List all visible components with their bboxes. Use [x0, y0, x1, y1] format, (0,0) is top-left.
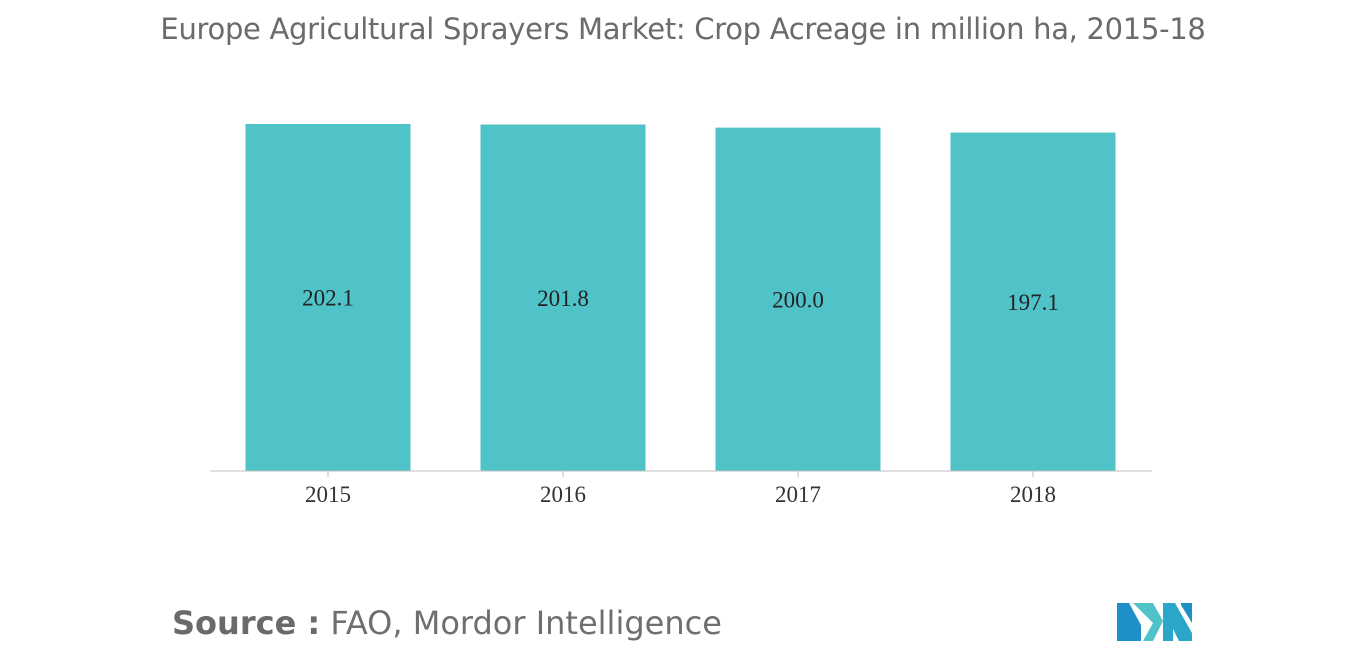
x-tick-label-2018: 2018 [1010, 482, 1056, 507]
source-text: FAO, Mordor Intelligence [330, 604, 722, 642]
logo-shape-mid [1133, 603, 1163, 641]
bar-chart: 202.1 201.8 200.0 197.1 2015 2016 2017 2018 [210, 124, 1152, 507]
x-tick-label-2017: 2017 [775, 482, 821, 507]
data-labels-group: 202.1 201.8 200.0 197.1 [302, 286, 1059, 315]
logo-shape-left [1117, 603, 1141, 641]
logo-shape-right [1163, 603, 1192, 641]
logo-shape-right-bar [1181, 603, 1192, 623]
data-label-2018: 197.1 [1007, 290, 1059, 315]
data-label-2017: 200.0 [772, 287, 824, 312]
source-label: Source : [172, 604, 321, 642]
x-tick-label-2016: 2016 [540, 482, 586, 507]
data-label-2016: 201.8 [537, 286, 589, 311]
chart-title: Europe Agricultural Sprayers Market: Cro… [160, 12, 1206, 46]
bar-2017 [715, 127, 881, 471]
source-note: Source : FAO, Mordor Intelligence [172, 604, 722, 642]
bar-2016 [480, 124, 646, 472]
mordor-intelligence-logo-icon [1117, 603, 1192, 641]
data-label-2015: 202.1 [302, 286, 354, 311]
bars-group [245, 124, 1116, 472]
x-tick-label-2015: 2015 [305, 482, 351, 507]
bar-2018 [950, 132, 1116, 472]
bar-2015 [245, 124, 411, 471]
x-ticks-group: 2015 2016 2017 2018 [305, 471, 1056, 507]
